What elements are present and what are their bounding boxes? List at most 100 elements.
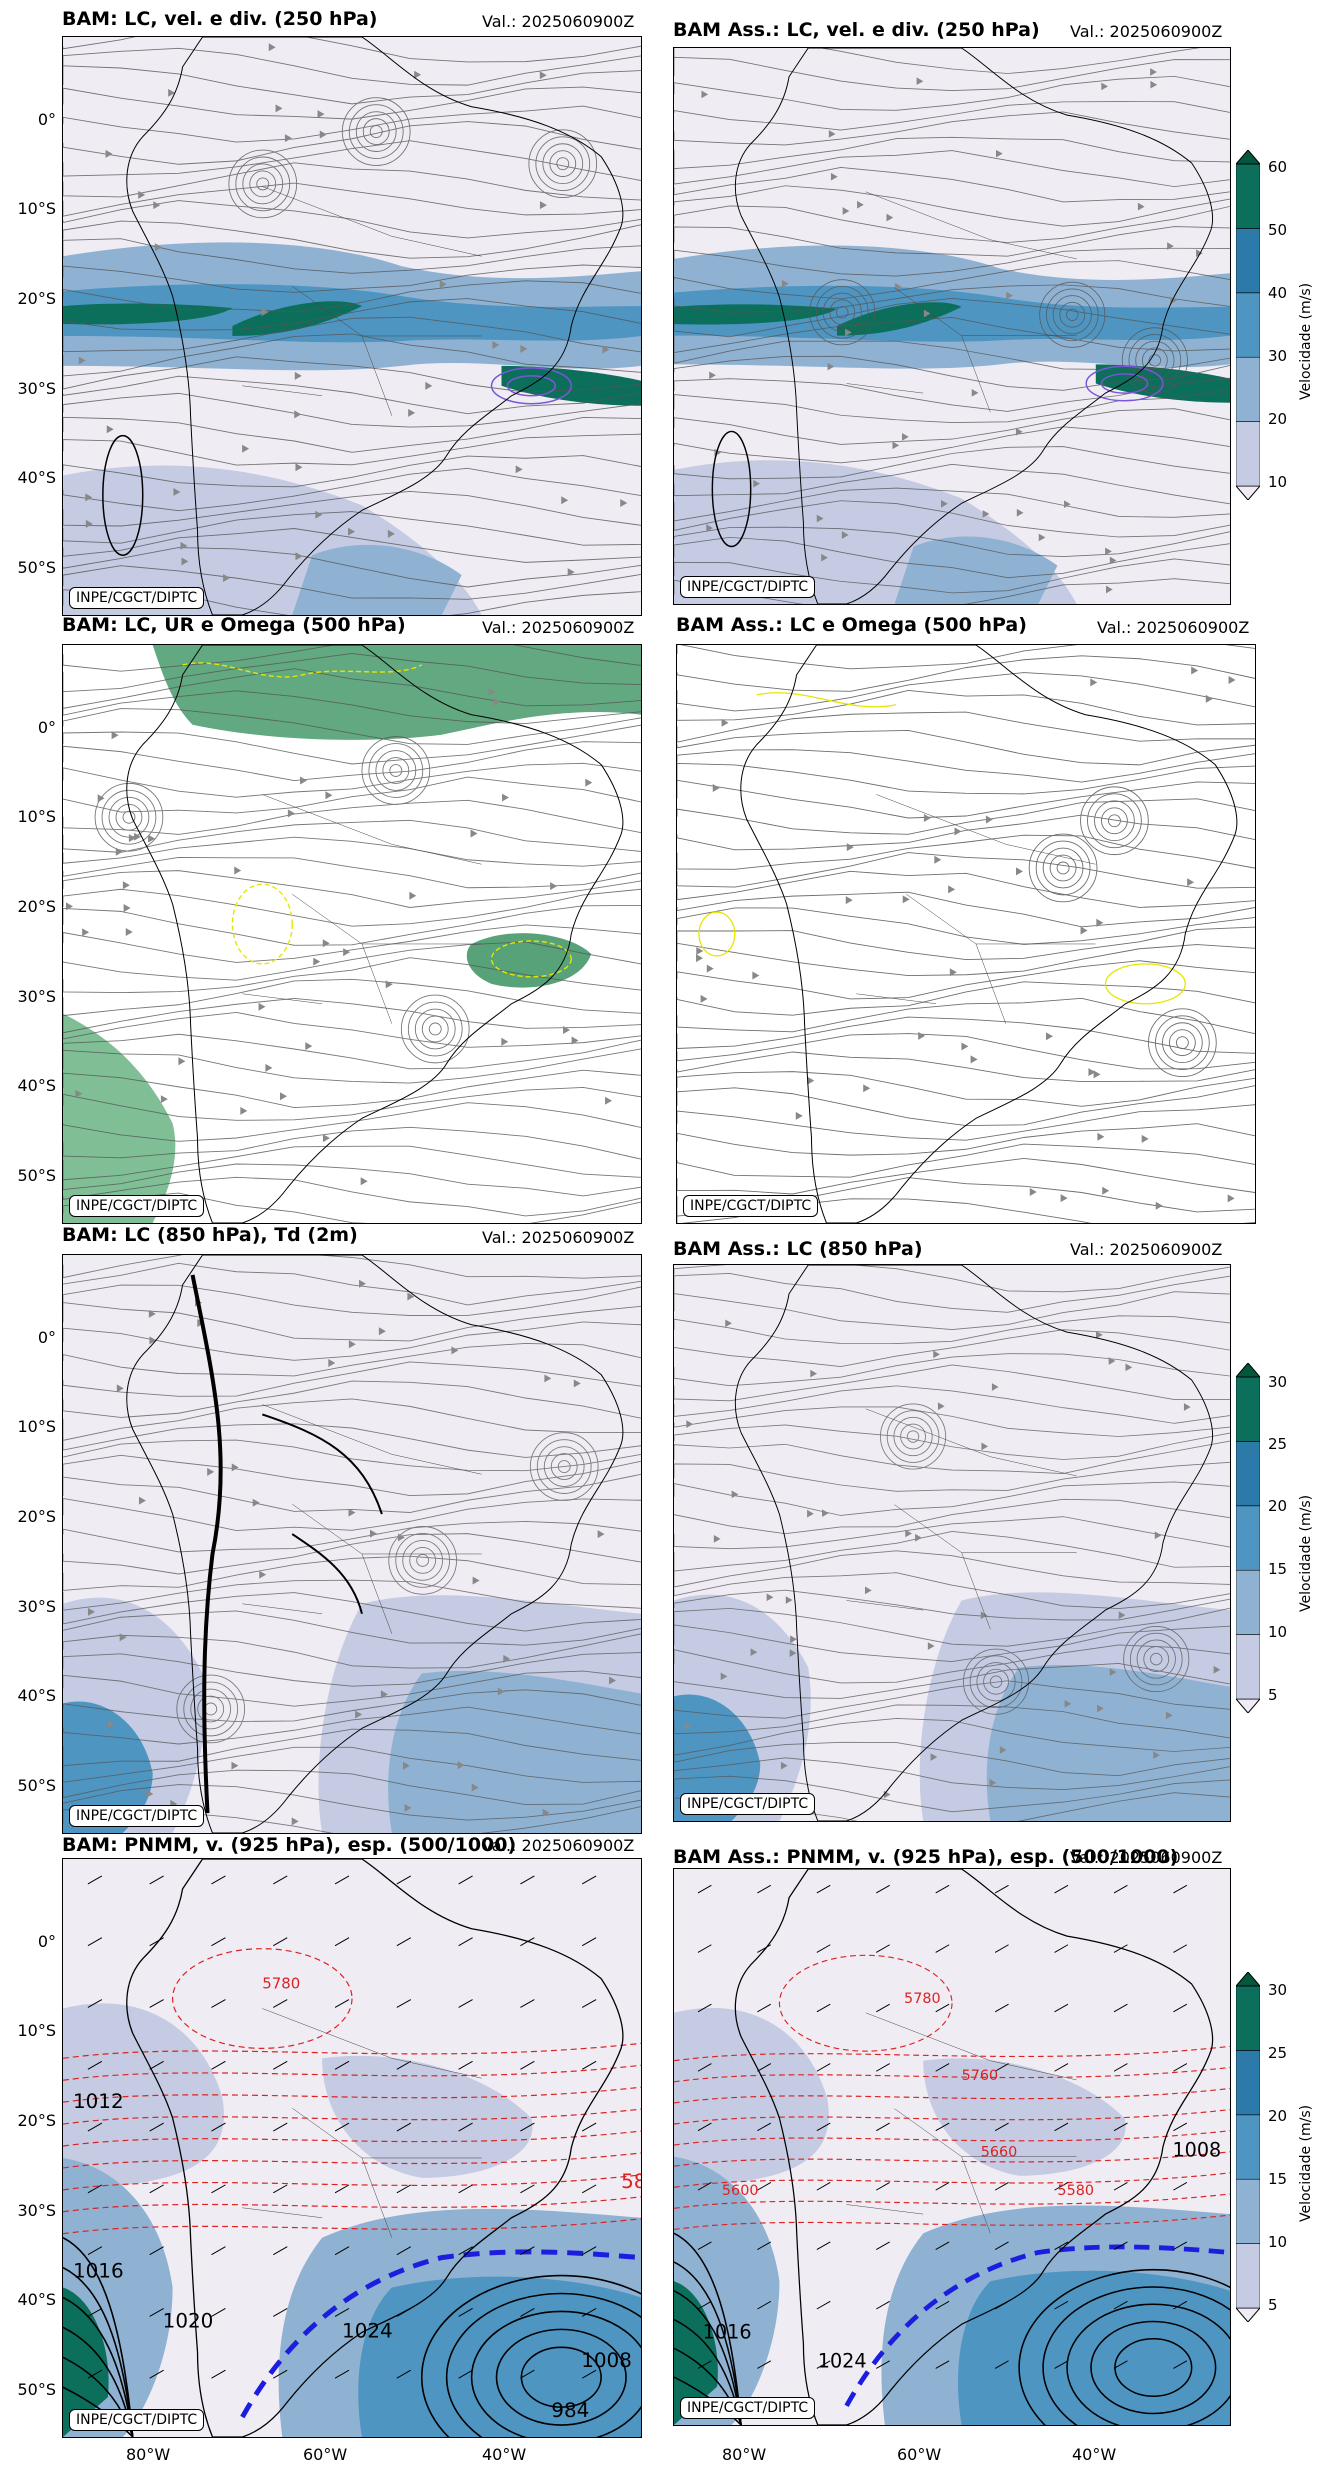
credit-label: INPE/CGCT/DIPTC <box>69 1195 205 1217</box>
map-3 <box>63 645 641 1223</box>
cb3-tick: 5 <box>1268 2296 1278 2314</box>
lat-tick-label: 30°S <box>17 986 56 1006</box>
lat-tick-label: 10°S <box>17 199 56 219</box>
panel-3-title: BAM: LC, UR e Omega (500 hPa) <box>62 614 406 636</box>
cb2-tick: 25 <box>1268 1435 1288 1453</box>
lat-tick-label: 50°S <box>17 2379 56 2399</box>
lat-tick-label: 30°S <box>17 1596 56 1616</box>
map-8: 5780 5760 5660 5580 5600 1024 1016 1008 <box>674 1869 1230 2425</box>
lon-tick-80w-right: 80°W <box>722 2445 767 2464</box>
panel-7-title: BAM: PNMM, v. (925 hPa), esp. (500/1000) <box>62 1834 517 1856</box>
cb1-tick: 60 <box>1268 158 1288 176</box>
cb1-tick: 50 <box>1268 221 1288 239</box>
colorbar-1 <box>1234 149 1262 501</box>
map-panel-5: INPE/CGCT/DIPTC <box>62 1254 642 1834</box>
lat-tick-label: 40°S <box>17 2290 56 2310</box>
contour-label: 5760 <box>962 2068 999 2084</box>
lat-tick-label: 10°S <box>17 1417 56 1437</box>
lat-tick-label: 30°S <box>17 378 56 398</box>
map-panel-8: 5780 5760 5660 5580 5600 1024 1016 1008 INPE/CGC… <box>673 1868 1231 2426</box>
cb3-tick: 10 <box>1268 2233 1288 2251</box>
lat-tick-label: 0° <box>37 1931 56 1951</box>
credit-label: INPE/CGCT/DIPTC <box>680 576 816 598</box>
lat-tick-label: 50°S <box>17 1165 56 1185</box>
cb3-tick: 20 <box>1268 2107 1288 2125</box>
colorbar-1-scale <box>1234 149 1262 501</box>
lat-tick-label: 50°S <box>17 557 56 577</box>
lat-tick-label: 20°S <box>17 288 56 308</box>
lat-tick-label: 20°S <box>17 896 56 916</box>
contour-label: 1024 <box>818 2349 867 2372</box>
credit-label: INPE/CGCT/DIPTC <box>69 587 205 609</box>
panel-2-valid-time: Val.: 2025060900Z <box>1070 22 1223 41</box>
lat-tick-label: 20°S <box>17 1506 56 1526</box>
panel-6-title: BAM Ass.: LC (850 hPa) <box>673 1238 923 1260</box>
map-1 <box>63 37 641 615</box>
cb1-title: Velocidade (m/s) <box>1298 282 1314 400</box>
lat-tick-label: 50°S <box>17 1775 56 1795</box>
cb2-tick: 30 <box>1268 1373 1288 1391</box>
panel-7-valid-time: Val.: 2025060900Z <box>482 1836 635 1855</box>
cb3-tick: 25 <box>1268 2044 1288 2062</box>
lat-tick-label: 20°S <box>17 2110 56 2130</box>
map-panel-3: INPE/CGCT/DIPTC <box>62 644 642 1224</box>
cb2-tick: 20 <box>1268 1497 1288 1515</box>
contour-label: 1008 <box>581 2349 632 2372</box>
panel-4-title: BAM Ass.: LC e Omega (500 hPa) <box>676 614 1027 636</box>
contour-label: 5780 <box>904 1991 941 2007</box>
lat-tick-label: 10°S <box>17 2021 56 2041</box>
lon-tick-60w: 60°W <box>303 2445 348 2464</box>
map-5 <box>63 1255 641 1833</box>
lon-tick-60w-right: 60°W <box>897 2445 942 2464</box>
cb3-title: Velocidade (m/s) <box>1298 2104 1314 2222</box>
map-panel-7: 5780 1012 1016 1020 1024 1008 984 580 INPE/CGCT/… <box>62 1858 642 2438</box>
cb3-tick: 15 <box>1268 2170 1288 2188</box>
map-panel-2: INPE/CGCT/DIPTC <box>673 47 1231 605</box>
panel-1-title: BAM: LC, vel. e div. (250 hPa) <box>62 8 378 30</box>
contour-label: 1016 <box>703 2321 752 2344</box>
lat-tick-label: 30°S <box>17 2200 56 2220</box>
panel-2-title: BAM Ass.: LC, vel. e div. (250 hPa) <box>673 19 1040 41</box>
cb2-tick: 15 <box>1268 1560 1288 1578</box>
cb1-tick: 20 <box>1268 410 1288 428</box>
panel-5-title: BAM: LC (850 hPa), Td (2m) <box>62 1224 358 1246</box>
cb3-tick: 30 <box>1268 1981 1288 1999</box>
lat-tick-label: 40°S <box>17 468 56 488</box>
map-6 <box>674 1265 1230 1821</box>
lon-tick-80w: 80°W <box>126 2445 171 2464</box>
map-panel-4: INPE/CGCT/DIPTC <box>676 644 1256 1224</box>
contour-label: 1024 <box>342 2319 393 2342</box>
lat-tick-label: 10°S <box>17 807 56 827</box>
colorbar-2 <box>1234 1362 1262 1714</box>
contour-label: 5600 <box>722 2183 759 2199</box>
lat-tick-label: 0° <box>37 1327 56 1347</box>
cb2-title: Velocidade (m/s) <box>1298 1494 1314 1612</box>
lon-tick-40w-right: 40°W <box>1072 2445 1117 2464</box>
panel-3-valid-time: Val.: 2025060900Z <box>482 618 635 637</box>
cb1-tick: 30 <box>1268 347 1288 365</box>
panel-1-valid-time: Val.: 2025060900Z <box>482 12 635 31</box>
contour-label: 5580 <box>1057 2183 1094 2199</box>
contour-label: 1016 <box>73 2260 124 2283</box>
colorbar-3-scale <box>1234 1971 1262 2323</box>
lon-tick-40w: 40°W <box>482 2445 527 2464</box>
panel-8-title: BAM Ass.: PNMM, v. (925 hPa), esp. (500/… <box>673 1846 1179 1868</box>
map-2 <box>674 48 1230 604</box>
contour-label: 580 <box>621 2170 641 2193</box>
contour-label: 1012 <box>73 2090 124 2113</box>
map-4 <box>677 645 1255 1223</box>
lat-tick-label: 40°S <box>17 1686 56 1706</box>
panel-5-valid-time: Val.: 2025060900Z <box>482 1228 635 1247</box>
contour-label: 1008 <box>1172 2139 1221 2162</box>
panel-4-valid-time: Val.: 2025060900Z <box>1097 618 1250 637</box>
colorbar-2-scale <box>1234 1362 1262 1714</box>
cb2-tick: 5 <box>1268 1686 1278 1704</box>
credit-label: INPE/CGCT/DIPTC <box>680 1793 816 1815</box>
cb1-tick: 40 <box>1268 284 1288 302</box>
colorbar-3 <box>1234 1971 1262 2323</box>
panel-8-valid-time: Val.: 2025060900Z <box>1070 1848 1223 1867</box>
panel-6-valid-time: Val.: 2025060900Z <box>1070 1240 1223 1259</box>
contour-label: 984 <box>551 2399 589 2422</box>
cb1-tick: 10 <box>1268 473 1288 491</box>
lat-tick-label: 0° <box>37 109 56 129</box>
